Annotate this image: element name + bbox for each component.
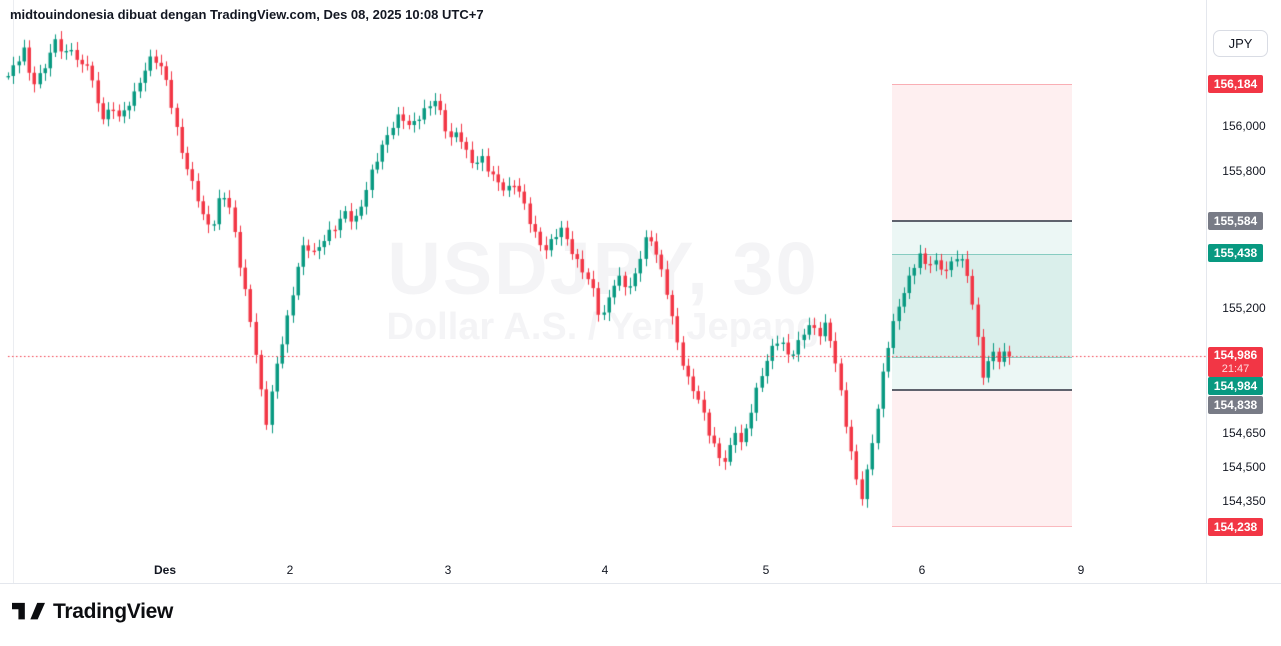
time-tick-4: 4 <box>601 563 609 577</box>
current-price-value: 154,986 <box>1213 348 1258 363</box>
time-axis-separator <box>0 583 1281 584</box>
tradingview-mark-icon <box>12 602 45 620</box>
price-tick: 156,000 <box>1222 119 1266 133</box>
price-tick: 154,350 <box>1222 493 1266 508</box>
tradingview-brand-text: TradingView <box>53 600 174 623</box>
price-tick: 155,200 <box>1222 300 1266 315</box>
price-axis[interactable]: 156,000 155,800 155,200 154,650 154,500 154,3… <box>1207 0 1281 583</box>
stop-price-label[interactable]: 154,238 <box>1208 518 1263 536</box>
target-price-label[interactable]: 155,438 <box>1208 244 1263 262</box>
price-tick: 155,800 <box>1222 164 1266 179</box>
target-price-label[interactable]: 154,984 <box>1208 377 1263 395</box>
currency-button[interactable]: JPY <box>1213 30 1268 57</box>
time-tick-3: 3 <box>444 563 452 577</box>
time-axis[interactable]: Des 2 3 4 5 6 9 <box>0 556 1206 583</box>
entry-price-label[interactable]: 155,584 <box>1208 212 1263 230</box>
time-tick-9: 9 <box>1077 563 1085 577</box>
entry-price-label[interactable]: 154,838 <box>1208 396 1263 414</box>
current-price-label[interactable]: 154,986 21:47 <box>1208 347 1263 378</box>
price-tick: 154,650 <box>1222 425 1266 440</box>
attribution-text: midtouindonesia dibuat dengan TradingVie… <box>10 7 484 22</box>
tradingview-logo[interactable]: TradingView <box>12 599 173 625</box>
time-tick-5: 5 <box>762 563 770 577</box>
time-tick-Des: Des <box>153 563 177 577</box>
time-tick-6: 6 <box>918 563 926 577</box>
candlestick-chart[interactable] <box>0 0 1206 583</box>
price-tick: 154,500 <box>1222 459 1266 474</box>
price-axis-separator <box>1206 0 1207 583</box>
bar-countdown: 21:47 <box>1221 363 1250 376</box>
stop-price-label[interactable]: 156,184 <box>1208 75 1263 93</box>
time-tick-2: 2 <box>286 563 294 577</box>
